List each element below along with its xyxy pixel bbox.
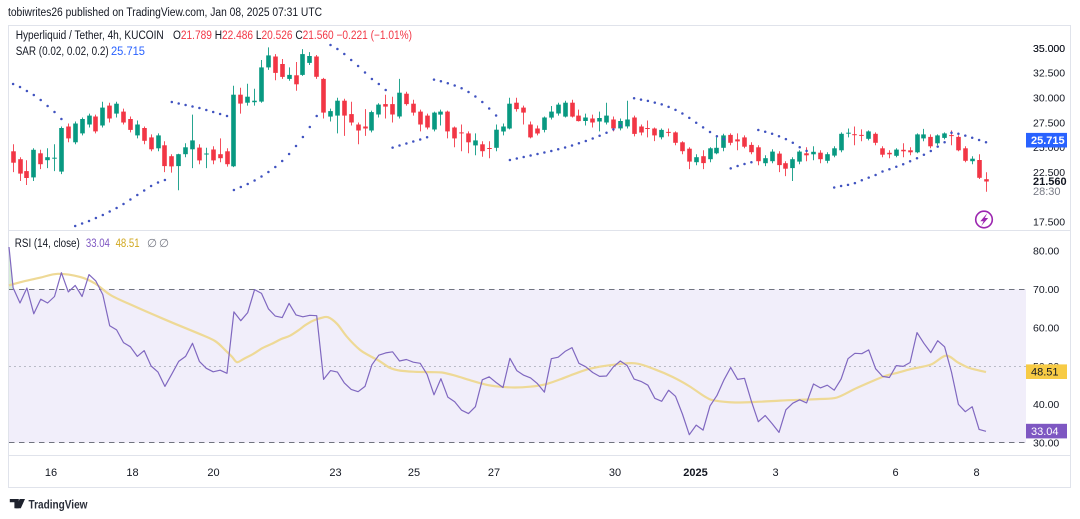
- svg-text:18: 18: [126, 467, 138, 479]
- svg-text:16: 16: [45, 467, 57, 479]
- svg-text:20: 20: [207, 467, 219, 479]
- svg-text:48.51: 48.51: [116, 238, 140, 250]
- svg-text:33.04: 33.04: [1031, 426, 1059, 438]
- svg-text:TradingView: TradingView: [29, 497, 89, 511]
- svg-text:3: 3: [772, 467, 778, 479]
- svg-text:25: 25: [408, 467, 420, 479]
- svg-text:6: 6: [892, 467, 898, 479]
- svg-text:Hyperliquid / Tether, 4h, KUCO: Hyperliquid / Tether, 4h, KUCOIN: [16, 30, 164, 42]
- svg-text:17.500: 17.500: [1033, 217, 1065, 229]
- svg-text:25.715: 25.715: [1031, 135, 1065, 147]
- svg-text:60.00: 60.00: [1033, 322, 1059, 334]
- svg-text:O21.789 H22.486 L20.526 C21.56: O21.789 H22.486 L20.526 C21.560 −0.221 (…: [173, 30, 412, 42]
- svg-text:tobiwrites26 published on Trad: tobiwrites26 published on TradingView.co…: [8, 7, 322, 19]
- svg-text:35.000: 35.000: [1033, 43, 1065, 55]
- svg-text:80.00: 80.00: [1033, 246, 1059, 258]
- svg-text:70.00: 70.00: [1033, 284, 1059, 296]
- svg-text:8: 8: [973, 467, 979, 479]
- svg-text:28:30: 28:30: [1033, 186, 1061, 198]
- svg-text:2025: 2025: [683, 467, 707, 479]
- svg-text:30: 30: [609, 467, 621, 479]
- svg-text:35.000: 35.000: [1033, 43, 1065, 55]
- svg-text:27: 27: [488, 467, 500, 479]
- svg-text:22.500: 22.500: [1033, 167, 1065, 179]
- svg-text:∅: ∅: [147, 238, 157, 250]
- svg-text:∅: ∅: [159, 238, 169, 250]
- svg-text:40.00: 40.00: [1033, 399, 1059, 411]
- svg-text:30.00: 30.00: [1033, 438, 1059, 450]
- svg-text:RSI (14, close): RSI (14, close): [15, 238, 80, 250]
- svg-text:33.04: 33.04: [86, 238, 111, 250]
- svg-text:23: 23: [329, 467, 341, 479]
- svg-text:SAR (0.02, 0.02, 0.2): SAR (0.02, 0.02, 0.2): [16, 46, 109, 58]
- svg-text:48.51: 48.51: [1031, 367, 1059, 379]
- svg-text:27.500: 27.500: [1033, 117, 1065, 129]
- svg-text:32.500: 32.500: [1033, 68, 1065, 80]
- svg-text:30.000: 30.000: [1033, 93, 1065, 105]
- svg-text:21.560: 21.560: [1033, 176, 1067, 188]
- svg-text:25.715: 25.715: [111, 46, 145, 58]
